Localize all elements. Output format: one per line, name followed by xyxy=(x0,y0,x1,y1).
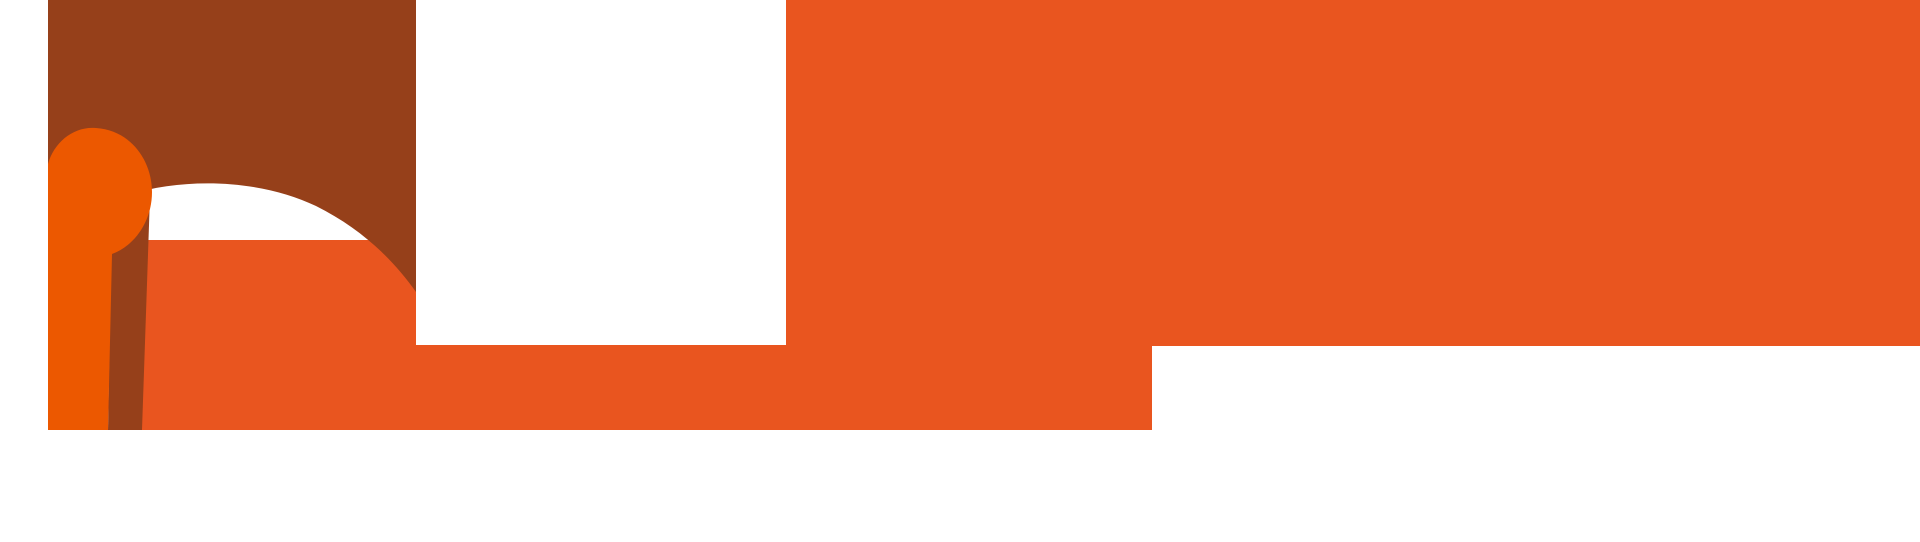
orange-bright-stem-shape xyxy=(48,127,152,431)
brown-head-shape xyxy=(48,0,416,292)
white-notch-shape xyxy=(416,0,786,345)
brown-stem-shadow-shape xyxy=(108,196,150,430)
